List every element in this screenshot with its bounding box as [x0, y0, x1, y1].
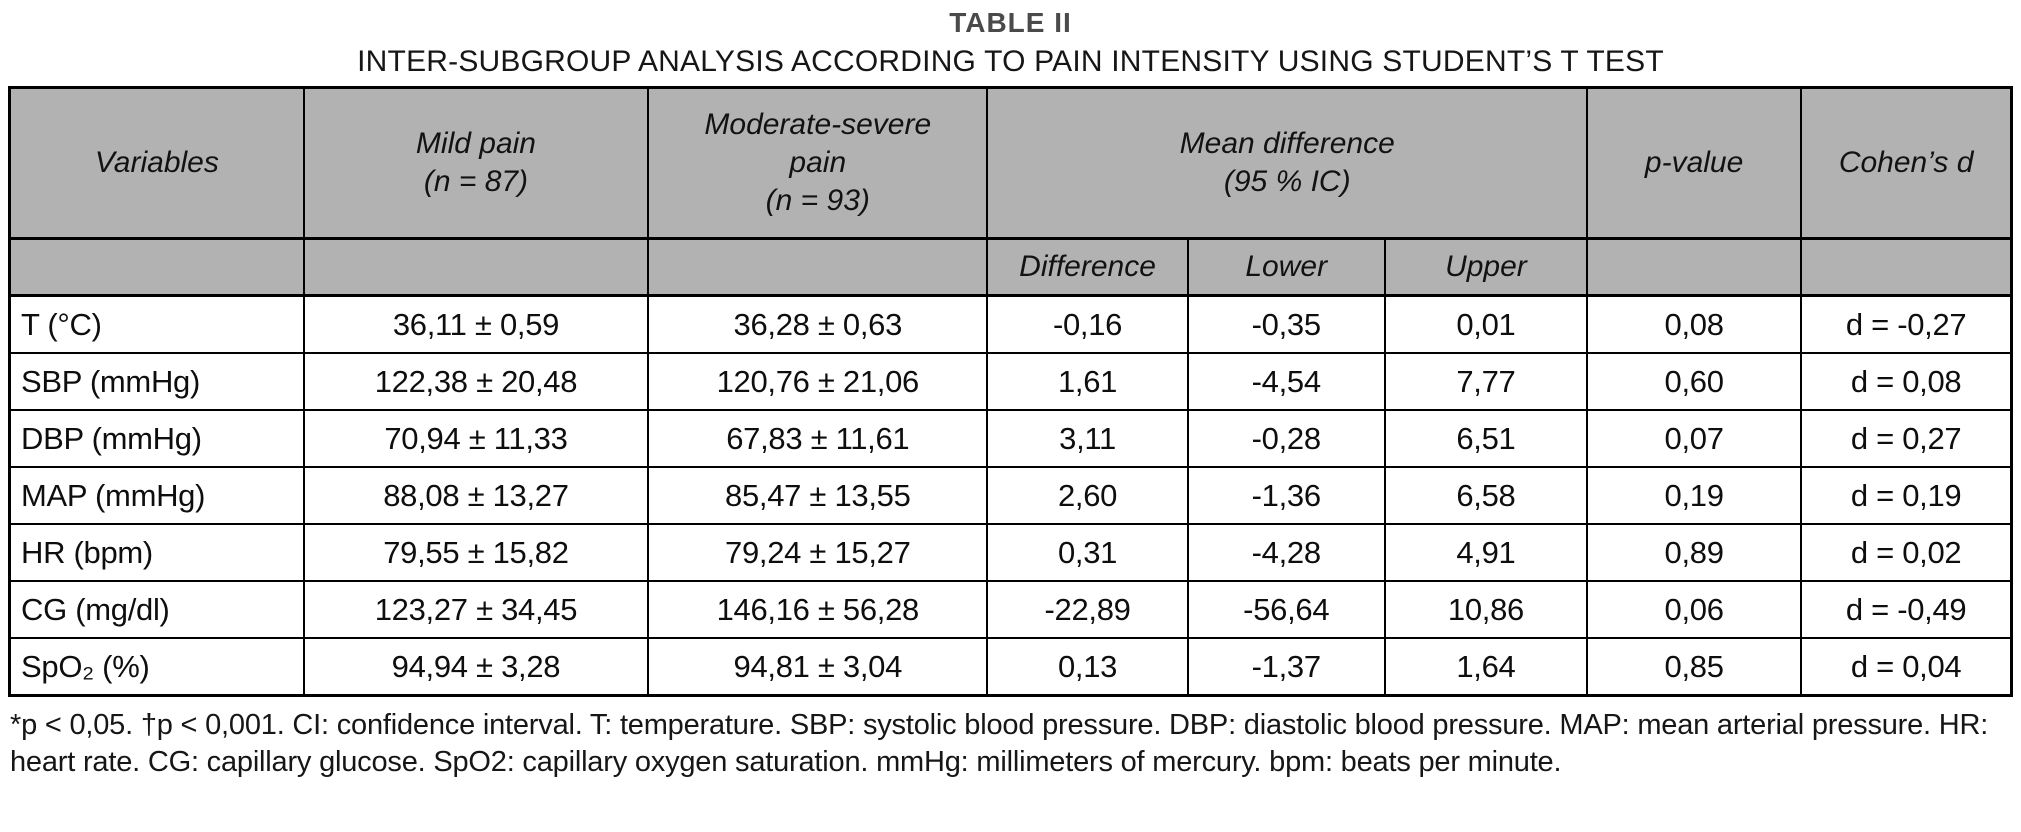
- col-header-mild-pain: Mild pain (n = 87): [302, 86, 650, 240]
- variable-cell: DBP (mmHg): [8, 409, 305, 468]
- value-cell: 94,94 ± 3,28: [302, 637, 650, 697]
- col-header-variables: Variables: [8, 86, 305, 240]
- value-cell: d = -0,27: [1800, 294, 2013, 354]
- variable-cell: CG (mg/dl): [8, 580, 305, 639]
- sub-header-lower: Lower: [1186, 237, 1386, 297]
- sub-header-empty: [302, 237, 650, 297]
- table-head: Variables Mild pain (n = 87) Moderate-se…: [8, 86, 2013, 297]
- value-cell: -0,35: [1186, 294, 1386, 354]
- value-cell: 123,27 ± 34,45: [302, 580, 650, 639]
- value-cell: 0,19: [1586, 466, 1803, 525]
- value-cell: d = 0,02: [1800, 523, 2013, 582]
- value-cell: 36,11 ± 0,59: [302, 294, 650, 354]
- sub-header-difference: Difference: [986, 237, 1189, 297]
- table-subtitle: INTER-SUBGROUP ANALYSIS ACCORDING TO PAI…: [357, 45, 1664, 78]
- value-cell: 3,11: [986, 409, 1189, 468]
- header-row-sub: Difference Lower Upper: [8, 237, 2013, 297]
- value-cell: d = -0,49: [1800, 580, 2013, 639]
- value-cell: 1,61: [986, 352, 1189, 411]
- table-row: T (°C) 36,11 ± 0,59 36,28 ± 0,63 -0,16 -0,35…: [8, 294, 2013, 354]
- value-cell: 10,86: [1383, 580, 1589, 639]
- col-header-mean-difference: Mean difference (95 % IC): [986, 86, 1589, 240]
- value-cell: -4,28: [1186, 523, 1386, 582]
- variable-cell: SBP (mmHg): [8, 352, 305, 411]
- variable-cell: SpO₂ (%): [8, 637, 305, 697]
- value-cell: 0,85: [1586, 637, 1803, 697]
- value-cell: 0,60: [1586, 352, 1803, 411]
- value-cell: 79,55 ± 15,82: [302, 523, 650, 582]
- value-cell: 79,24 ± 15,27: [647, 523, 989, 582]
- col-header-moderate-severe-pain: Moderate-severe pain (n = 93): [647, 86, 989, 240]
- table-footnote: *p < 0,05. †p < 0,001. CI: confidence in…: [10, 709, 1989, 778]
- value-cell: 94,81 ± 3,04: [647, 637, 989, 697]
- value-cell: 6,51: [1383, 409, 1589, 468]
- value-cell: 0,13: [986, 637, 1189, 697]
- table-number-title: TABLE II: [949, 7, 1072, 38]
- value-cell: 1,64: [1383, 637, 1589, 697]
- value-cell: -0,28: [1186, 409, 1386, 468]
- value-cell: 67,83 ± 11,61: [647, 409, 989, 468]
- col-header-p-value: p-value: [1586, 86, 1803, 240]
- value-cell: 0,89: [1586, 523, 1803, 582]
- variable-cell: HR (bpm): [8, 523, 305, 582]
- value-cell: -0,16: [986, 294, 1189, 354]
- value-cell: 122,38 ± 20,48: [302, 352, 650, 411]
- col-header-cohens-d: Cohen’s d: [1800, 86, 2013, 240]
- table-row: MAP (mmHg) 88,08 ± 13,27 85,47 ± 13,55 2,60…: [8, 466, 2013, 525]
- sub-header-empty: [1800, 237, 2013, 297]
- value-cell: -1,37: [1186, 637, 1386, 697]
- value-cell: 6,58: [1383, 466, 1589, 525]
- value-cell: 0,06: [1586, 580, 1803, 639]
- document-page: TABLE II INTER-SUBGROUP ANALYSIS ACCORDI…: [8, 6, 2013, 778]
- value-cell: d = 0,08: [1800, 352, 2013, 411]
- title-block: TABLE II INTER-SUBGROUP ANALYSIS ACCORDI…: [8, 6, 2013, 80]
- table-row: CG (mg/dl) 123,27 ± 34,45 146,16 ± 56,28 -2…: [8, 580, 2013, 639]
- value-cell: 0,31: [986, 523, 1189, 582]
- table-row: SBP (mmHg) 122,38 ± 20,48 120,76 ± 21,06 1,…: [8, 352, 2013, 411]
- value-cell: -4,54: [1186, 352, 1386, 411]
- table-body: T (°C) 36,11 ± 0,59 36,28 ± 0,63 -0,16 -0,35…: [8, 294, 2013, 697]
- value-cell: d = 0,04: [1800, 637, 2013, 697]
- sub-header-empty: [8, 237, 305, 297]
- results-table: Variables Mild pain (n = 87) Moderate-se…: [8, 86, 2013, 697]
- value-cell: -22,89: [986, 580, 1189, 639]
- value-cell: 0,01: [1383, 294, 1589, 354]
- value-cell: d = 0,19: [1800, 466, 2013, 525]
- value-cell: 2,60: [986, 466, 1189, 525]
- value-cell: 146,16 ± 56,28: [647, 580, 989, 639]
- value-cell: 7,77: [1383, 352, 1589, 411]
- value-cell: 88,08 ± 13,27: [302, 466, 650, 525]
- value-cell: 36,28 ± 0,63: [647, 294, 989, 354]
- value-cell: 0,08: [1586, 294, 1803, 354]
- value-cell: -56,64: [1186, 580, 1386, 639]
- value-cell: 0,07: [1586, 409, 1803, 468]
- value-cell: 85,47 ± 13,55: [647, 466, 989, 525]
- sub-header-empty: [1586, 237, 1803, 297]
- variable-cell: MAP (mmHg): [8, 466, 305, 525]
- table-row: HR (bpm) 79,55 ± 15,82 79,24 ± 15,27 0,31 -4…: [8, 523, 2013, 582]
- sub-header-upper: Upper: [1383, 237, 1589, 297]
- sub-header-empty: [647, 237, 989, 297]
- value-cell: 70,94 ± 11,33: [302, 409, 650, 468]
- value-cell: 4,91: [1383, 523, 1589, 582]
- variable-cell: T (°C): [8, 294, 305, 354]
- value-cell: d = 0,27: [1800, 409, 2013, 468]
- table-row: DBP (mmHg) 70,94 ± 11,33 67,83 ± 11,61 3,11…: [8, 409, 2013, 468]
- value-cell: -1,36: [1186, 466, 1386, 525]
- table-row: SpO₂ (%) 94,94 ± 3,28 94,81 ± 3,04 0,13 -1,3…: [8, 637, 2013, 697]
- header-row-main: Variables Mild pain (n = 87) Moderate-se…: [8, 86, 2013, 240]
- value-cell: 120,76 ± 21,06: [647, 352, 989, 411]
